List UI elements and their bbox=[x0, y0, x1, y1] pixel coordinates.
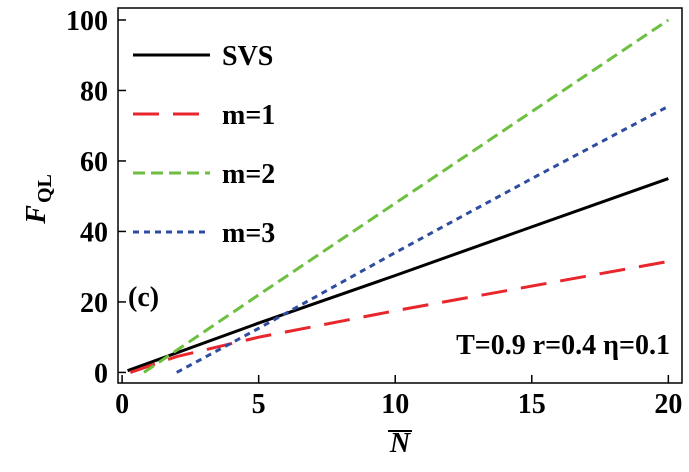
series-line bbox=[127, 177, 669, 373]
plot-frame bbox=[117, 7, 683, 384]
series-line bbox=[143, 18, 670, 374]
series-line bbox=[129, 259, 669, 374]
legend-label: m=1 bbox=[222, 100, 275, 131]
x-axis-label: N bbox=[389, 428, 412, 459]
y-axis-label: F QL bbox=[21, 174, 56, 225]
x-tick-label: 20 bbox=[654, 389, 682, 420]
y-label-main: F bbox=[21, 205, 52, 225]
x-tick-label: 10 bbox=[381, 389, 409, 420]
legend-label: m=2 bbox=[222, 159, 275, 190]
x-tick-label: 15 bbox=[518, 389, 546, 420]
y-label-sub: QL bbox=[34, 174, 56, 203]
y-tick-label: 0 bbox=[94, 358, 108, 389]
series-line bbox=[176, 105, 670, 374]
legend-label: m=3 bbox=[222, 218, 275, 249]
legend-label: SVS bbox=[222, 41, 273, 72]
x-tick-label: 0 bbox=[115, 389, 129, 420]
parameter-note: T=0.9 r=0.4 η=0.1 bbox=[456, 330, 670, 361]
y-tick-label: 80 bbox=[80, 76, 108, 107]
y-tick-label: 60 bbox=[80, 147, 108, 178]
y-tick-label: 20 bbox=[80, 288, 108, 319]
x-tick-label: 5 bbox=[252, 389, 266, 420]
y-tick-label: 100 bbox=[66, 6, 108, 37]
y-tick-label: 40 bbox=[80, 217, 108, 248]
panel-label: (c) bbox=[128, 282, 159, 313]
